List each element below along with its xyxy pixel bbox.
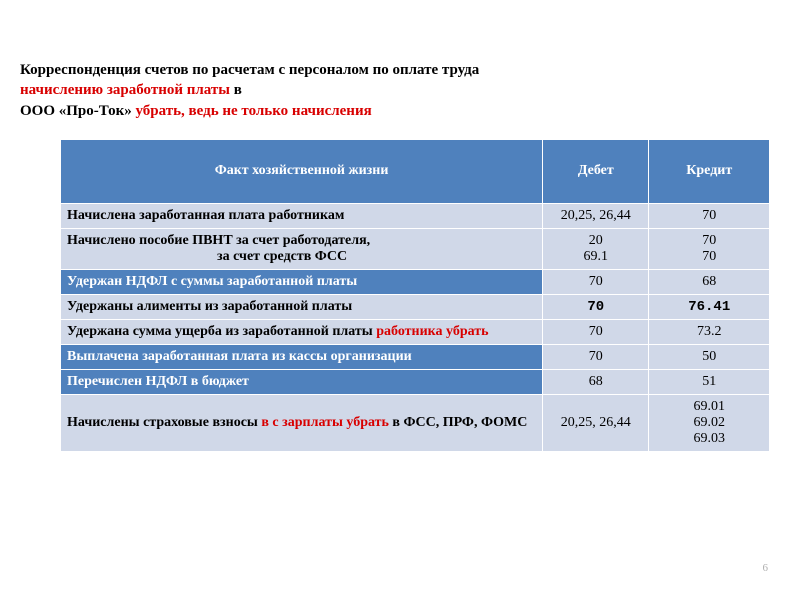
cell-debit: 70 bbox=[543, 294, 649, 319]
cell-credit: 50 bbox=[649, 344, 770, 369]
cell-desc: Перечислен НДФЛ в бюджет bbox=[61, 369, 543, 394]
cell-credit: 51 bbox=[649, 369, 770, 394]
cell-debit: 20,25, 26,44 bbox=[543, 394, 649, 451]
cell-debit: 70 bbox=[543, 269, 649, 294]
cell-desc-main: Начислено пособие ПВНТ за счет работодат… bbox=[67, 233, 370, 248]
cell-debit: 68 bbox=[543, 369, 649, 394]
cell-desc-main: Удержана сумма ущерба из заработанной пл… bbox=[67, 324, 376, 339]
table-row: Выплачена заработанная плата из кассы ор… bbox=[61, 344, 770, 369]
cell-desc: Начислена заработанная плата работникам bbox=[61, 203, 543, 228]
heading-line2-tail: в bbox=[230, 82, 242, 98]
cell-credit: 70 70 bbox=[649, 228, 770, 269]
heading-line1: Корреспонденция счетов по расчетам с пер… bbox=[20, 62, 479, 78]
accounts-table: Факт хозяйственной жизни Дебет Кредит На… bbox=[60, 139, 770, 452]
cell-desc-sub: за счет средств ФСС bbox=[67, 249, 536, 265]
heading-line2-red: начислению заработной платы bbox=[20, 82, 230, 98]
col-desc: Факт хозяйственной жизни bbox=[61, 139, 543, 203]
table-row: Начислено пособие ПВНТ за счет работодат… bbox=[61, 228, 770, 269]
heading-line3-red: убрать, ведь не только начисления bbox=[135, 103, 371, 119]
cell-credit: 70 bbox=[649, 203, 770, 228]
cell-credit: 76.41 bbox=[649, 294, 770, 319]
cell-credit: 73.2 bbox=[649, 319, 770, 344]
table-row: Удержан НДФЛ с суммы заработанной платы … bbox=[61, 269, 770, 294]
table-row: Перечислен НДФЛ в бюджет 68 51 bbox=[61, 369, 770, 394]
heading-line3a: ООО «Про-Ток» bbox=[20, 103, 135, 119]
document-page: Корреспонденция счетов по расчетам с пер… bbox=[0, 0, 800, 472]
table-header-row: Факт хозяйственной жизни Дебет Кредит bbox=[61, 139, 770, 203]
table-row: Удержана сумма ущерба из заработанной пл… bbox=[61, 319, 770, 344]
cell-desc: Удержан НДФЛ с суммы заработанной платы bbox=[61, 269, 543, 294]
col-debit: Дебет bbox=[543, 139, 649, 203]
cell-desc: Удержаны алименты из заработанной платы bbox=[61, 294, 543, 319]
cell-debit: 20,25, 26,44 bbox=[543, 203, 649, 228]
cell-desc-red: в с зарплаты убрать bbox=[261, 415, 389, 430]
table-row: Начислены страховые взносы в с зарплаты … bbox=[61, 394, 770, 451]
heading-block: Корреспонденция счетов по расчетам с пер… bbox=[20, 60, 780, 121]
cell-desc: Начислены страховые взносы в с зарплаты … bbox=[61, 394, 543, 451]
col-credit: Кредит bbox=[649, 139, 770, 203]
cell-desc: Выплачена заработанная плата из кассы ор… bbox=[61, 344, 543, 369]
cell-desc-post: в ФСС, ПРФ, ФОМС bbox=[389, 415, 527, 430]
accounts-table-wrap: Факт хозяйственной жизни Дебет Кредит На… bbox=[60, 139, 770, 452]
cell-debit: 70 bbox=[543, 319, 649, 344]
page-number: 6 bbox=[763, 562, 769, 574]
cell-desc-red: работника убрать bbox=[376, 324, 488, 339]
cell-debit: 70 bbox=[543, 344, 649, 369]
cell-desc: Начислено пособие ПВНТ за счет работодат… bbox=[61, 228, 543, 269]
cell-credit: 69.01 69.02 69.03 bbox=[649, 394, 770, 451]
cell-desc-pre: Начислены страховые взносы bbox=[67, 415, 261, 430]
cell-debit: 20 69.1 bbox=[543, 228, 649, 269]
table-row: Начислена заработанная плата работникам … bbox=[61, 203, 770, 228]
table-row: Удержаны алименты из заработанной платы … bbox=[61, 294, 770, 319]
cell-credit: 68 bbox=[649, 269, 770, 294]
cell-desc: Удержана сумма ущерба из заработанной пл… bbox=[61, 319, 543, 344]
